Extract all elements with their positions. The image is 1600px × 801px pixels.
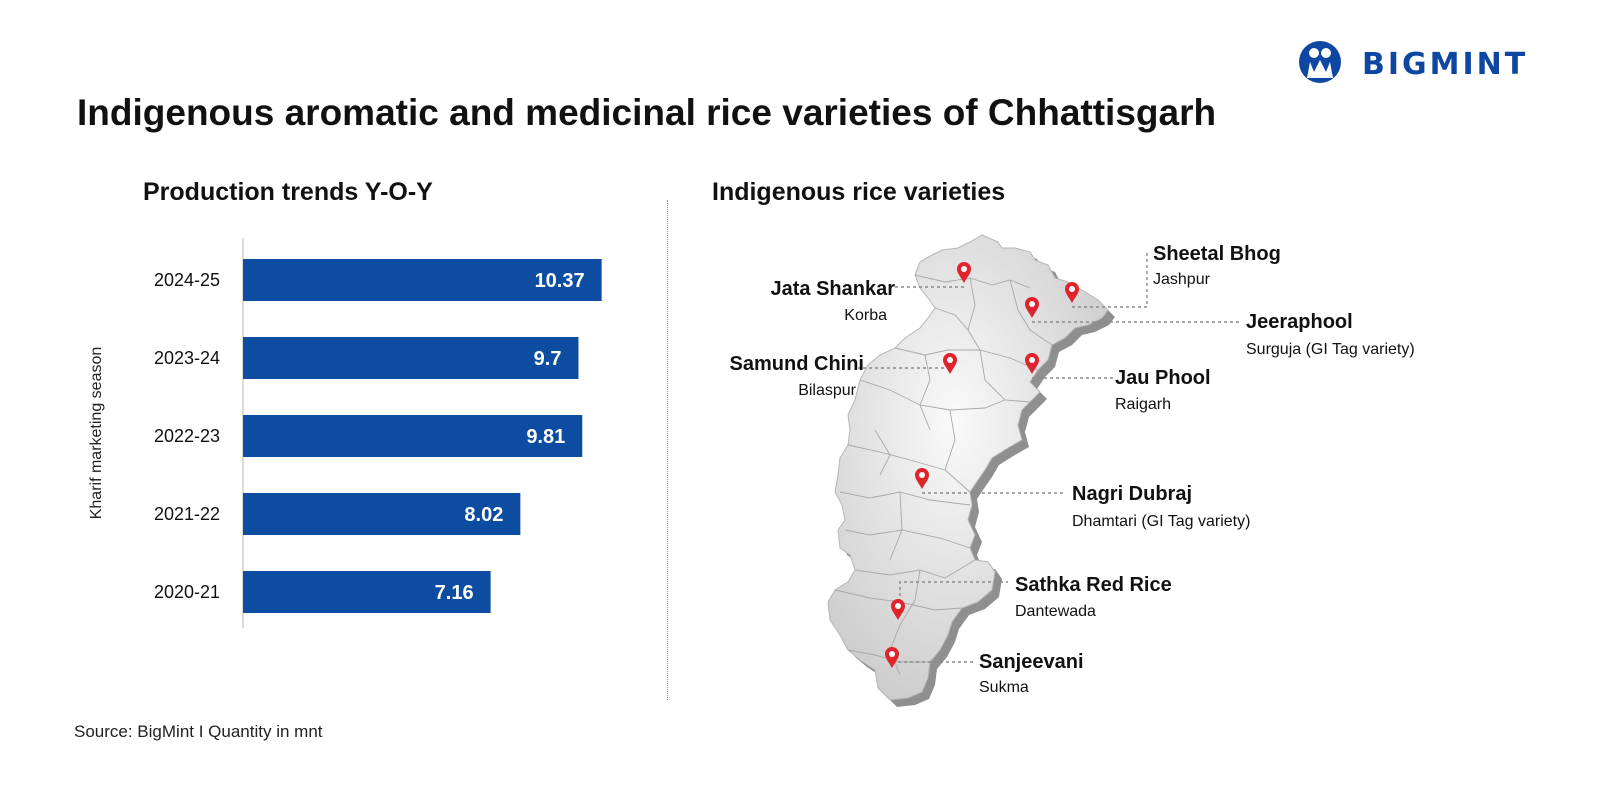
data-label: 8.02 <box>464 504 503 526</box>
map-outline <box>827 234 1109 701</box>
bar-2023-24 <box>243 337 579 379</box>
district-korba: Korba <box>844 307 887 324</box>
variety-name-jeeraphool: Jeeraphool <box>1246 311 1353 333</box>
district-jashpur: Jashpur <box>1153 271 1211 288</box>
bigmint-logo: BIGMINT <box>1298 38 1558 86</box>
district-dhamtari: Dhamtari (GI Tag variety) <box>1072 513 1250 530</box>
bar-2024-25 <box>243 259 602 301</box>
variety-name-sathka-red-rice: Sathka Red Rice <box>1015 574 1172 596</box>
map-pin-icon <box>1025 353 1039 374</box>
data-label: 10.37 <box>535 270 585 292</box>
category-label: 2023-24 <box>154 348 220 368</box>
source-note: Source: BigMint I Quantity in mnt <box>74 722 323 741</box>
chhattisgarh-map: Sheetal Bhog Jashpur Jata Shankar Korba … <box>730 234 1415 707</box>
bar-2021-22 <box>243 493 521 535</box>
bigmint-people-icon <box>1299 41 1341 83</box>
y-axis-title: Kharif marketing season <box>88 347 105 520</box>
category-label: 2020-21 <box>154 582 220 602</box>
variety-name-samund-chini: Samund Chini <box>730 353 864 375</box>
section-divider <box>667 200 668 700</box>
variety-name-sheetal-bhog: Sheetal Bhog <box>1153 243 1281 265</box>
production-bar-chart: Kharif marketing season 2024-25 10.37 2023-… <box>88 238 602 628</box>
district-bilaspur: Bilaspur <box>798 382 856 399</box>
leader-lines <box>858 250 1240 663</box>
data-label: 9.81 <box>526 426 565 448</box>
map-pin-icon <box>957 262 971 283</box>
category-label: 2022-23 <box>154 426 220 446</box>
variety-name-jau-phool: Jau Phool <box>1115 367 1211 389</box>
data-label: 7.16 <box>435 582 474 604</box>
district-boundaries <box>834 274 1053 676</box>
bar-2022-23 <box>243 415 583 457</box>
data-label: 9.7 <box>534 348 562 370</box>
logo-text: BIGMINT <box>1362 47 1529 82</box>
map-pin-icon <box>891 599 905 620</box>
map-pin-icon <box>915 468 929 489</box>
map-pin-icon <box>1065 282 1079 303</box>
district-dantewada: Dantewada <box>1015 603 1096 620</box>
map-section-title: Indigenous rice varieties <box>712 178 1006 206</box>
variety-name-jata-shankar: Jata Shankar <box>770 278 895 300</box>
district-raigarh: Raigarh <box>1115 396 1171 413</box>
map-pin-icon <box>885 647 899 668</box>
variety-name-sanjeevani: Sanjeevani <box>979 651 1084 673</box>
page-title: Indigenous aromatic and medicinal rice v… <box>77 92 1217 133</box>
district-sukma: Sukma <box>979 679 1029 696</box>
bar-2020-21 <box>243 571 491 613</box>
category-label: 2021-22 <box>154 504 220 524</box>
district-surguja: Surguja (GI Tag variety) <box>1246 341 1415 358</box>
variety-name-nagri-dubraj: Nagri Dubraj <box>1072 483 1192 505</box>
chart-section-title: Production trends Y-O-Y <box>143 178 433 206</box>
category-label: 2024-25 <box>154 270 220 290</box>
map-pin-icon <box>1025 297 1039 318</box>
map-pin-icon <box>943 353 957 374</box>
location-pins <box>885 262 1079 668</box>
